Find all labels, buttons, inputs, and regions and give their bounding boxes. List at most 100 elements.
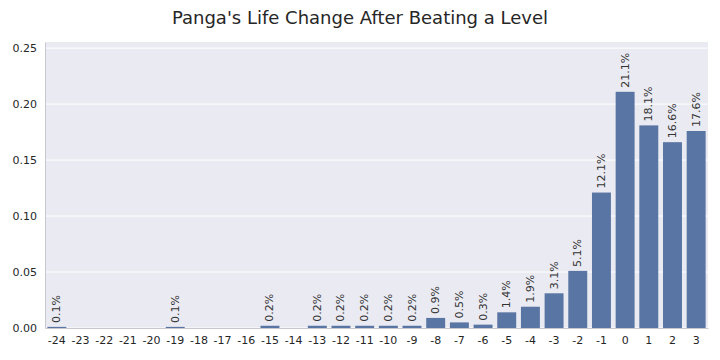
bar — [118, 328, 137, 329]
bar — [545, 293, 564, 328]
x-tick: -12 — [332, 328, 350, 347]
x-tick-label: -20 — [143, 334, 161, 347]
bar — [568, 271, 587, 328]
x-tick-label: -3 — [549, 334, 560, 347]
x-axis-line — [46, 328, 709, 329]
bar — [521, 307, 540, 328]
x-tick: -17 — [214, 328, 232, 347]
bar — [426, 318, 445, 328]
chart: Panga's Life Change After Beating a Leve… — [0, 0, 720, 360]
data-label: 21.1% — [619, 53, 632, 88]
x-tick: -22 — [95, 328, 113, 347]
bar — [189, 328, 208, 329]
data-label: 5.1% — [571, 239, 584, 267]
data-label: 0.1% — [50, 295, 63, 323]
data-label: 12.1% — [595, 154, 608, 189]
x-tick-label: -5 — [501, 334, 512, 347]
data-label: 3.1% — [548, 261, 561, 289]
x-tick-label: -2 — [572, 334, 583, 347]
x-tick: -4 — [525, 328, 536, 347]
bar — [260, 326, 279, 328]
grid-line — [45, 104, 708, 105]
x-tick-label: -18 — [190, 334, 208, 347]
y-tick: 0.15 — [13, 154, 46, 167]
x-tick: -20 — [143, 328, 161, 347]
x-tick-label: 3 — [693, 334, 700, 347]
y-axis: 0.00 0.05 0.10 0.15 0.20 0.25 — [13, 42, 46, 335]
x-tick-label: -10 — [379, 334, 397, 347]
y-tick-label: 0.05 — [13, 266, 38, 279]
bars — [47, 92, 705, 328]
bar — [592, 193, 611, 328]
x-tick-label: -13 — [308, 334, 326, 347]
y-tick-label: 0.15 — [13, 154, 38, 167]
x-tick-label: -15 — [261, 334, 279, 347]
x-tick-label: -19 — [166, 334, 184, 347]
x-tick-label: -24 — [48, 334, 66, 347]
bar — [237, 328, 256, 329]
x-tick-label: -11 — [356, 334, 374, 347]
x-tick-label: -9 — [407, 334, 418, 347]
data-label: 0.1% — [169, 295, 182, 323]
y-tick: 0.20 — [13, 98, 46, 111]
x-tick-label: -22 — [95, 334, 113, 347]
x-tick: -6 — [478, 328, 489, 347]
x-tick: -3 — [549, 328, 560, 347]
x-tick-label: -23 — [72, 334, 90, 347]
x-tick-label: 1 — [645, 334, 652, 347]
grid-line — [45, 160, 708, 161]
bar — [639, 125, 658, 328]
bar — [450, 322, 469, 328]
x-tick: -19 — [166, 328, 184, 347]
x-tick: -11 — [356, 328, 374, 347]
x-tick: -16 — [237, 328, 255, 347]
data-labels: 0.1%0.1%0.2%0.2%0.2%0.2%0.2%0.2%0.9%0.5%… — [50, 53, 702, 323]
y-tick: 0.00 — [13, 322, 46, 335]
x-tick-label: -7 — [454, 334, 465, 347]
x-tick-label: 0 — [622, 334, 629, 347]
data-label: 0.2% — [406, 294, 419, 322]
x-tick-label: -8 — [430, 334, 441, 347]
x-tick-label: -12 — [332, 334, 350, 347]
data-label: 0.2% — [311, 294, 324, 322]
y-tick: 0.05 — [13, 266, 46, 279]
bar — [663, 142, 682, 328]
x-axis: -24-23-22-21-20-19-18-17-16-15-14-13-12-… — [46, 328, 709, 347]
plot-background — [45, 42, 708, 328]
page: {"chart_data": {"type": "bar", "title": … — [0, 0, 720, 360]
data-label: 1.4% — [500, 280, 513, 308]
grid-line — [45, 48, 708, 49]
x-tick: 0 — [622, 328, 629, 347]
bar — [474, 325, 493, 328]
x-tick-label: -1 — [596, 334, 607, 347]
x-tick: -7 — [454, 328, 465, 347]
data-label: 0.3% — [477, 293, 490, 321]
x-tick: -13 — [308, 328, 326, 347]
bar — [355, 326, 374, 328]
data-label: 16.6% — [666, 103, 679, 138]
y-tick-label: 0.10 — [13, 210, 38, 223]
x-tick: -21 — [119, 328, 137, 347]
bar — [497, 312, 516, 328]
bar — [616, 92, 635, 328]
x-tick: -5 — [501, 328, 512, 347]
bar — [403, 326, 422, 328]
y-tick: 0.10 — [13, 210, 46, 223]
y-axis-line — [45, 43, 46, 329]
bar — [687, 131, 706, 328]
data-label: 0.2% — [382, 294, 395, 322]
bar — [213, 328, 232, 329]
y-tick-label: 0.25 — [13, 42, 38, 55]
bar — [284, 328, 303, 329]
x-tick: 2 — [669, 328, 676, 347]
x-tick: 1 — [645, 328, 652, 347]
x-tick-label: -4 — [525, 334, 536, 347]
x-tick: -23 — [72, 328, 90, 347]
bar — [332, 326, 351, 328]
bar — [308, 326, 327, 328]
data-label: 0.2% — [358, 294, 371, 322]
bar — [166, 327, 185, 328]
x-tick: 3 — [693, 328, 700, 347]
x-tick-label: -14 — [285, 334, 303, 347]
data-label: 18.1% — [642, 86, 655, 121]
